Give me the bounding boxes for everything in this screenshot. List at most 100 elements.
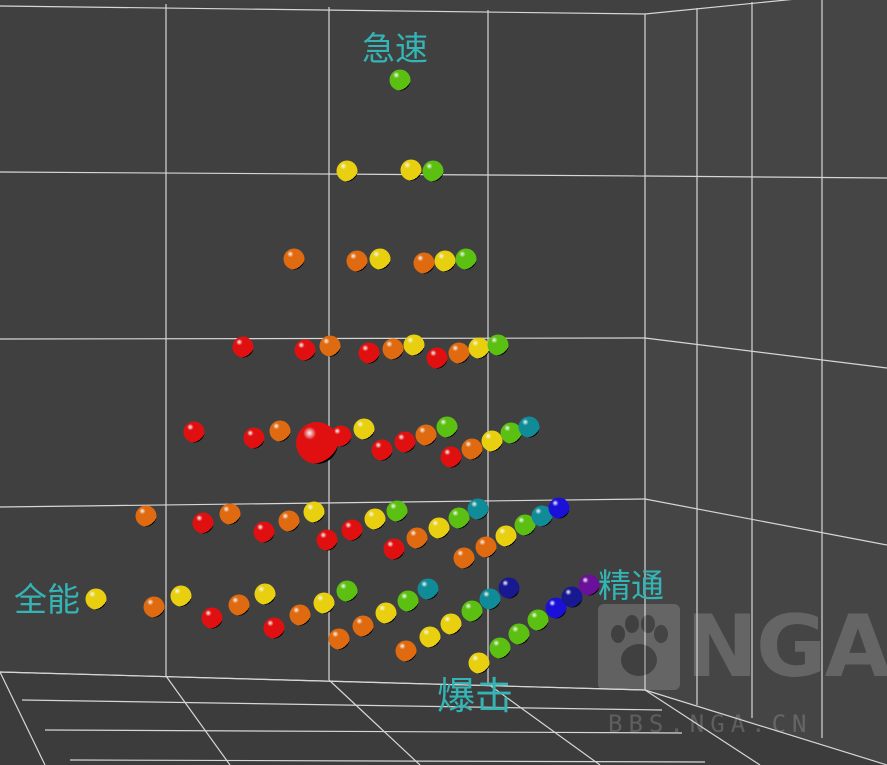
data-point bbox=[135, 505, 157, 527]
data-point bbox=[358, 342, 380, 364]
data-point bbox=[303, 501, 325, 523]
data-point bbox=[434, 250, 456, 272]
data-point bbox=[352, 615, 374, 637]
data-point bbox=[341, 519, 363, 541]
grid-line bbox=[644, 689, 887, 765]
data-point bbox=[448, 342, 470, 364]
data-point bbox=[183, 421, 205, 443]
data-point bbox=[548, 497, 570, 519]
data-point bbox=[375, 602, 397, 624]
data-point bbox=[400, 159, 422, 181]
axis-label-front: 爆击 bbox=[437, 674, 514, 718]
data-point bbox=[468, 337, 490, 359]
side-wall bbox=[645, 0, 887, 765]
data-point bbox=[192, 512, 214, 534]
data-point bbox=[232, 336, 254, 358]
data-point bbox=[417, 578, 439, 600]
axis-label-vertical: 急速 bbox=[362, 29, 428, 68]
data-point bbox=[263, 617, 285, 639]
floor bbox=[0, 672, 887, 765]
grid-line bbox=[0, 5, 646, 15]
data-point bbox=[85, 588, 107, 610]
data-point bbox=[518, 416, 540, 438]
data-point bbox=[289, 604, 311, 626]
data-point bbox=[364, 508, 386, 530]
data-point bbox=[461, 600, 483, 622]
data-point bbox=[426, 347, 448, 369]
nga-watermark: NGA BBS.NGA.CN bbox=[596, 604, 887, 744]
data-point bbox=[397, 590, 419, 612]
data-point bbox=[383, 538, 405, 560]
grid-line bbox=[0, 671, 46, 765]
data-point bbox=[353, 418, 375, 440]
data-point bbox=[346, 250, 368, 272]
grid-line bbox=[644, 337, 887, 369]
grid-line bbox=[165, 675, 231, 765]
grid-line bbox=[644, 0, 793, 15]
data-point bbox=[487, 334, 509, 356]
data-point bbox=[386, 500, 408, 522]
data-point bbox=[313, 592, 335, 614]
data-point bbox=[440, 446, 462, 468]
data-point bbox=[448, 507, 470, 529]
data-point bbox=[561, 586, 583, 608]
data-point bbox=[283, 248, 305, 270]
grid-line bbox=[644, 175, 887, 179]
data-point bbox=[500, 422, 522, 444]
data-point bbox=[382, 338, 404, 360]
data-point bbox=[531, 505, 553, 527]
data-point bbox=[455, 248, 477, 270]
grid-line bbox=[644, 498, 887, 546]
data-point bbox=[467, 498, 489, 520]
data-point bbox=[545, 597, 567, 619]
data-point bbox=[422, 160, 444, 182]
grid-line bbox=[0, 671, 646, 691]
data-point bbox=[269, 420, 291, 442]
data-point bbox=[403, 334, 425, 356]
grid-line bbox=[44, 729, 683, 734]
data-point bbox=[319, 335, 341, 357]
data-point bbox=[495, 525, 517, 547]
data-point bbox=[253, 521, 275, 543]
data-point bbox=[369, 248, 391, 270]
data-point bbox=[440, 613, 462, 635]
data-point bbox=[394, 431, 416, 453]
data-point bbox=[278, 510, 300, 532]
data-point bbox=[170, 585, 192, 607]
data-point bbox=[508, 623, 530, 645]
axis-label-left: 全能 bbox=[14, 580, 80, 619]
data-point-highlight bbox=[296, 422, 338, 464]
data-point bbox=[328, 628, 350, 650]
grid-line bbox=[0, 337, 646, 340]
grid-line bbox=[644, 689, 761, 765]
data-point bbox=[201, 607, 223, 629]
data-point bbox=[578, 574, 600, 596]
data-point bbox=[461, 438, 483, 460]
data-point bbox=[514, 514, 536, 536]
watermark-logo-text: NGA bbox=[686, 597, 887, 697]
data-point bbox=[143, 596, 165, 618]
data-point bbox=[498, 577, 520, 599]
data-point bbox=[479, 588, 501, 610]
data-point bbox=[371, 439, 393, 461]
data-point bbox=[243, 427, 265, 449]
data-point bbox=[428, 517, 450, 539]
grid-line bbox=[0, 171, 646, 177]
data-point bbox=[389, 69, 411, 91]
data-point bbox=[419, 626, 441, 648]
data-point bbox=[406, 527, 428, 549]
data-point bbox=[481, 430, 503, 452]
grid-line bbox=[487, 683, 601, 765]
data-point bbox=[254, 583, 276, 605]
watermark-url: BBS.NGA.CN bbox=[608, 710, 813, 738]
data-point bbox=[336, 160, 358, 182]
data-point bbox=[219, 503, 241, 525]
data-point bbox=[228, 594, 250, 616]
grid-line bbox=[328, 679, 421, 765]
paw-logo-icon bbox=[598, 604, 680, 690]
grid-line bbox=[0, 498, 646, 508]
chart-points bbox=[85, 69, 600, 674]
data-point bbox=[415, 424, 437, 446]
